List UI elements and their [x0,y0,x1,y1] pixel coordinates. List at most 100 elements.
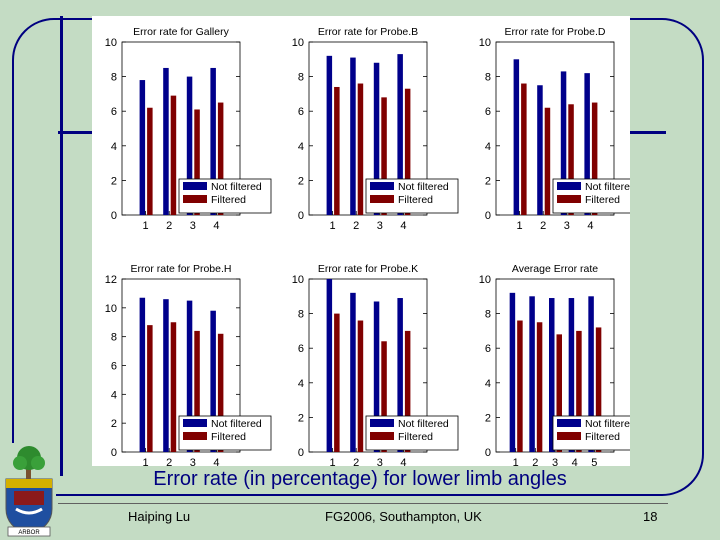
y-tick-label: 6 [111,106,117,118]
legend-swatch [183,419,207,427]
y-tick-label: 2 [111,418,117,430]
y-tick-label: 8 [298,72,304,84]
legend-label: Not filtered [211,418,262,430]
bar [556,334,562,452]
chart-title: Error rate for Probe.H [131,263,232,275]
y-tick-label: 10 [292,274,304,286]
bar [326,279,333,452]
legend-swatch [370,432,394,440]
x-tick-label: 4 [572,457,578,466]
x-tick-label: 2 [353,220,359,232]
bar [568,104,574,215]
x-tick-label: 4 [587,220,593,232]
legend-swatch [370,195,394,203]
y-tick-label: 10 [292,37,304,49]
y-tick-label: 2 [111,175,117,187]
legend-label: Filtered [211,194,246,206]
bar [147,325,153,452]
bar [210,310,216,452]
footer-rule [58,503,668,504]
bar [591,102,598,215]
legend-label: Not filtered [211,181,262,193]
legend-swatch [557,419,581,427]
bar [334,86,340,215]
y-tick-label: 6 [111,361,117,373]
y-tick-label: 0 [298,447,304,459]
bar [517,320,523,452]
y-tick-label: 6 [485,343,491,355]
legend-label: Not filtered [585,181,630,193]
crest-motto: ARBOR [18,530,40,536]
x-tick-label: 3 [552,457,558,466]
x-tick-label: 4 [213,457,219,466]
bar [186,76,193,215]
y-tick-label: 0 [485,447,491,459]
y-tick-label: 0 [485,210,491,222]
charts-panel: Error rate for Gallery 0 2 4 6 8 10 1 2 3 4 Not fil… [92,16,630,466]
y-tick-label: 4 [298,141,304,153]
legend-label: Filtered [398,194,433,206]
y-tick-label: 10 [105,37,117,49]
bar [373,301,380,452]
bar [536,322,543,452]
chart-title: Error rate for Probe.B [318,26,418,38]
x-tick-label: 1 [517,220,523,232]
legend-swatch [370,419,394,427]
bar [595,327,602,452]
x-tick-label: 1 [143,220,149,232]
y-tick-label: 4 [111,389,117,401]
x-tick-label: 3 [190,457,196,466]
bar [381,97,387,215]
legend-label: Not filtered [398,418,449,430]
bar [397,298,403,452]
legend-swatch [183,182,207,190]
bar [544,107,551,215]
y-tick-label: 6 [298,343,304,355]
legend-swatch [370,182,394,190]
bar [139,80,146,215]
x-tick-label: 5 [591,457,597,466]
university-crest-logo: ARBOR [2,443,56,539]
bar [357,320,364,452]
x-tick-label: 3 [377,220,383,232]
bar [163,67,169,215]
chart-title: Error rate for Probe.D [505,26,606,38]
x-tick-label: 1 [143,457,149,466]
bar [529,296,535,452]
bar [588,296,594,452]
bar [381,341,387,452]
bar [584,73,590,215]
y-tick-label: 4 [111,141,117,153]
bar [568,298,575,452]
bar [357,83,364,216]
y-tick-label: 8 [485,72,491,84]
y-tick-label: 2 [485,412,491,424]
legend-swatch [183,195,207,203]
x-tick-label: 4 [400,457,406,466]
y-tick-label: 8 [298,309,304,321]
chart-title: Error rate for Probe.K [318,263,418,275]
y-tick-label: 8 [111,72,117,84]
legend-label: Not filtered [398,181,449,193]
bar [194,109,200,215]
bar [217,333,224,452]
y-tick-label: 0 [111,210,117,222]
legend-swatch [557,195,581,203]
x-tick-label: 1 [513,457,519,466]
y-tick-label: 12 [105,274,117,286]
x-tick-label: 1 [330,457,336,466]
bar [404,330,411,452]
x-tick-label: 2 [166,457,172,466]
y-tick-label: 10 [479,37,491,49]
bar [397,54,403,215]
bar [537,85,543,215]
bar [513,59,520,215]
bar [350,292,356,452]
bar [170,95,177,215]
